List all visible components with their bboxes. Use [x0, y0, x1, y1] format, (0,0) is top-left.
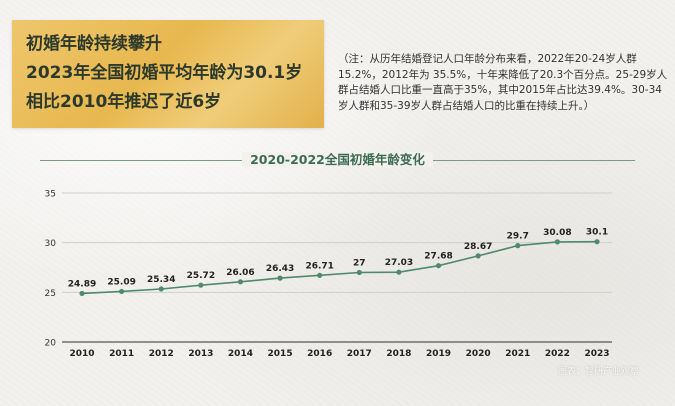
- x-tick-label: 2013: [188, 349, 213, 359]
- x-tick-label: 2019: [426, 349, 451, 359]
- data-label: 28.67: [464, 242, 492, 252]
- data-point: [198, 282, 204, 288]
- x-tick-label: 2012: [149, 349, 174, 359]
- data-point: [396, 269, 402, 275]
- x-tick-label: 2016: [307, 349, 332, 359]
- x-tick-label: 2018: [386, 349, 411, 359]
- data-label: 26.43: [266, 264, 294, 274]
- data-label: 29.7: [507, 232, 529, 242]
- y-tick-label: 35: [45, 190, 56, 200]
- headline-line-3: 相比2010年推迟了近6岁: [26, 92, 222, 112]
- x-tick-label: 2010: [69, 349, 94, 359]
- x-tick-label: 2020: [466, 349, 491, 359]
- headline-line-1: 初婚年龄持续攀升: [26, 34, 162, 54]
- x-tick-label: 2021: [505, 349, 530, 359]
- data-label: 26.06: [226, 268, 254, 278]
- x-tick-label: 2014: [228, 349, 253, 359]
- note-text: （注：从历年结婚登记人口年龄分布来看，2022年20-24岁人群15.2%，20…: [338, 53, 668, 112]
- x-tick-label: 2011: [109, 349, 134, 359]
- data-point: [158, 286, 164, 292]
- data-label: 27.03: [385, 258, 413, 268]
- data-point: [475, 253, 481, 259]
- headline-box: 初婚年龄持续攀升 2023年全国初婚平均年龄为30.1岁 相比2010年推迟了近…: [12, 20, 324, 128]
- watermark: 图表：智研产业观察: [557, 367, 639, 377]
- y-tick-label: 25: [45, 289, 56, 299]
- data-label: 26.71: [305, 261, 333, 271]
- x-tick-label: 2023: [584, 349, 609, 359]
- data-point: [277, 275, 283, 281]
- headline-line-2: 2023年全国初婚平均年龄为30.1岁: [26, 63, 303, 83]
- data-point: [79, 290, 85, 297]
- y-tick-label: 20: [45, 339, 57, 349]
- chart-title-bar: 2020-2022全国初婚年龄变化: [0, 150, 675, 170]
- data-point: [237, 279, 244, 285]
- data-point: [317, 272, 323, 278]
- data-point: [554, 239, 560, 245]
- data-label: 27: [353, 258, 366, 268]
- data-point: [594, 239, 600, 245]
- data-point: [356, 269, 362, 276]
- data-point: [119, 288, 125, 295]
- x-tick-label: 2017: [347, 349, 372, 359]
- data-label: 25.09: [107, 277, 135, 287]
- x-tick-label: 2015: [268, 349, 293, 359]
- data-point: [435, 263, 442, 269]
- data-label: 25.34: [147, 275, 175, 285]
- data-label: 27.68: [424, 252, 452, 262]
- data-label: 30.08: [543, 228, 571, 238]
- series-line: [81, 240, 598, 295]
- data-label: 25.72: [187, 271, 215, 281]
- data-label: 30.1: [586, 228, 608, 238]
- data-label: 24.89: [68, 279, 96, 289]
- line-chart: 20 25 30 35 2010 2011 2012 2013 2014 2015 2016 2017…: [45, 190, 612, 359]
- x-tick-label: 2022: [545, 349, 570, 359]
- chart-title: 2020-2022全国初婚年龄变化: [0, 150, 675, 170]
- chart-title-text: 2020-2022全国初婚年龄变化: [242, 152, 433, 167]
- y-tick-label: 30: [45, 239, 57, 249]
- data-point: [515, 243, 521, 249]
